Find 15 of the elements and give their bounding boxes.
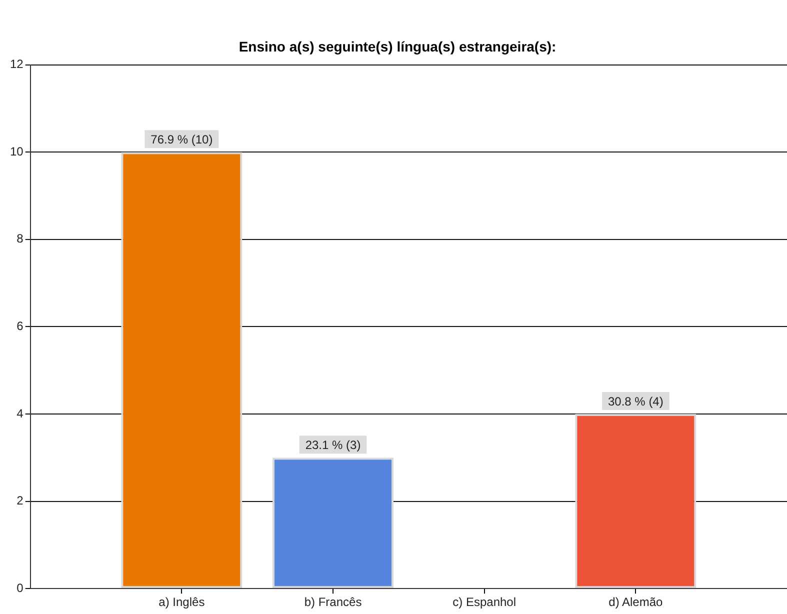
x-tick-label: b) Francês: [304, 595, 362, 610]
y-tick-label: 0: [16, 580, 24, 595]
y-tick-label: 8: [16, 232, 24, 246]
y-tick-label: 6: [16, 319, 24, 334]
x-tick-label: a) Inglês: [158, 595, 205, 610]
data-label: 23.1 % (3): [305, 438, 361, 452]
y-tick-label: 12: [10, 57, 24, 72]
x-tick-label: d) Alemão: [608, 595, 664, 610]
y-tick-label: 4: [16, 406, 24, 420]
chart-title: Ensino a(s) seguinte(s) língua(s) estrangeira(s):: [238, 38, 556, 54]
x-tick-label: c) Espanhol: [452, 595, 516, 610]
data-label: 76.9 % (10): [150, 132, 213, 146]
data-label: 30.8 % (4): [608, 394, 664, 408]
y-tick-label: 2: [16, 494, 24, 508]
y-tick-label: 10: [10, 144, 24, 158]
